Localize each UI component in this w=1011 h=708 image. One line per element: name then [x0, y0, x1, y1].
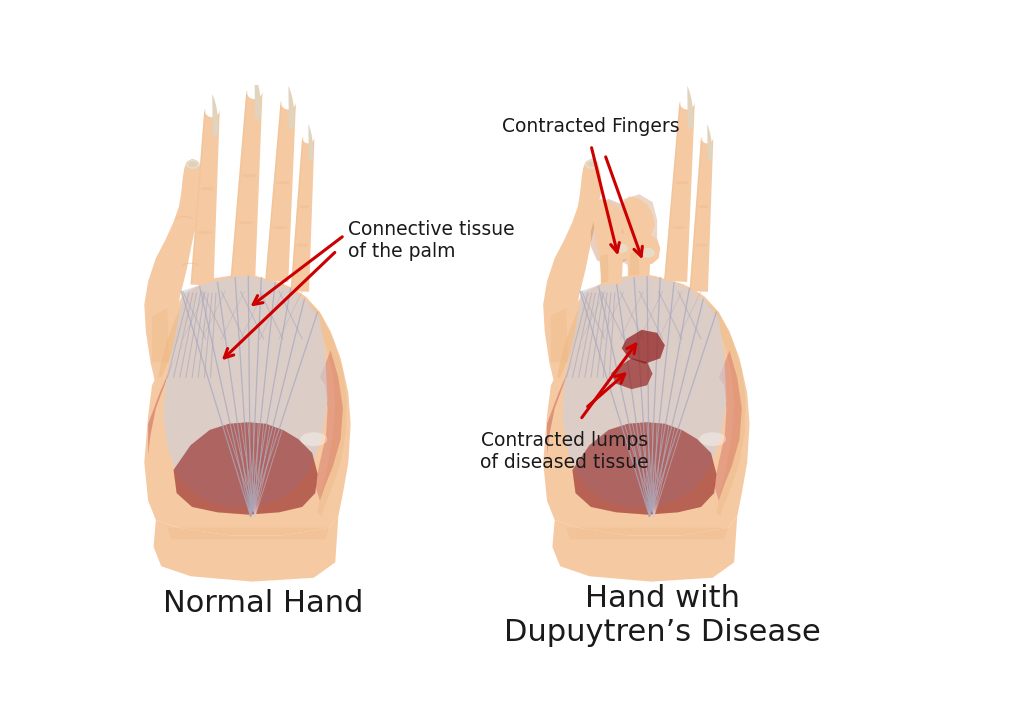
Polygon shape: [690, 137, 703, 291]
Polygon shape: [158, 285, 202, 377]
Ellipse shape: [242, 174, 257, 177]
Text: Contracted Fingers: Contracted Fingers: [502, 118, 679, 137]
Polygon shape: [622, 330, 665, 364]
Polygon shape: [714, 350, 742, 501]
Polygon shape: [552, 516, 737, 581]
Text: Contracted lumps
of diseased tissue: Contracted lumps of diseased tissue: [480, 431, 649, 472]
Ellipse shape: [643, 249, 653, 256]
Polygon shape: [174, 422, 317, 515]
Polygon shape: [572, 422, 717, 515]
Polygon shape: [306, 301, 347, 516]
Polygon shape: [622, 330, 665, 364]
Polygon shape: [622, 197, 651, 278]
Ellipse shape: [586, 161, 598, 168]
Polygon shape: [288, 86, 294, 130]
Ellipse shape: [699, 432, 726, 446]
Ellipse shape: [587, 161, 596, 167]
Polygon shape: [231, 91, 248, 278]
Ellipse shape: [276, 181, 290, 184]
Polygon shape: [255, 74, 261, 120]
Text: Hand with
Dupuytren’s Disease: Hand with Dupuytren’s Disease: [504, 584, 821, 646]
Ellipse shape: [201, 187, 214, 190]
Ellipse shape: [300, 432, 328, 446]
Text: Normal Hand: Normal Hand: [164, 589, 364, 618]
Polygon shape: [288, 86, 294, 130]
Polygon shape: [149, 339, 187, 455]
Ellipse shape: [299, 205, 310, 208]
Polygon shape: [145, 159, 203, 385]
Polygon shape: [154, 516, 339, 581]
Polygon shape: [617, 194, 657, 268]
Polygon shape: [566, 527, 728, 539]
Ellipse shape: [186, 159, 200, 169]
Polygon shape: [630, 251, 639, 276]
Polygon shape: [690, 137, 714, 292]
Polygon shape: [543, 273, 749, 535]
Ellipse shape: [617, 245, 627, 251]
Ellipse shape: [696, 244, 707, 246]
Polygon shape: [664, 101, 695, 282]
Polygon shape: [152, 308, 169, 362]
Ellipse shape: [698, 205, 709, 208]
Polygon shape: [212, 94, 218, 137]
Polygon shape: [315, 350, 343, 501]
Ellipse shape: [641, 248, 655, 258]
Ellipse shape: [187, 161, 198, 168]
Polygon shape: [611, 358, 652, 389]
Polygon shape: [190, 109, 206, 285]
Polygon shape: [687, 86, 694, 130]
Polygon shape: [664, 101, 681, 280]
Polygon shape: [164, 276, 328, 507]
Polygon shape: [290, 137, 314, 292]
Polygon shape: [168, 527, 330, 539]
Ellipse shape: [239, 221, 254, 224]
Polygon shape: [622, 197, 655, 241]
Polygon shape: [308, 124, 313, 161]
Ellipse shape: [671, 226, 686, 229]
Polygon shape: [290, 137, 303, 291]
Polygon shape: [636, 235, 660, 263]
Polygon shape: [705, 301, 746, 516]
Polygon shape: [687, 86, 694, 130]
Ellipse shape: [675, 181, 688, 184]
Polygon shape: [212, 94, 218, 137]
Polygon shape: [190, 109, 219, 286]
Polygon shape: [557, 285, 601, 377]
Polygon shape: [708, 124, 712, 161]
Polygon shape: [572, 422, 717, 515]
Ellipse shape: [584, 159, 599, 169]
Polygon shape: [611, 358, 652, 389]
Ellipse shape: [296, 244, 308, 246]
Polygon shape: [611, 233, 632, 261]
Polygon shape: [255, 74, 261, 120]
Polygon shape: [265, 101, 296, 282]
Polygon shape: [174, 422, 317, 515]
Polygon shape: [708, 124, 712, 161]
Polygon shape: [551, 308, 568, 362]
Polygon shape: [265, 101, 282, 280]
Polygon shape: [231, 91, 263, 280]
Polygon shape: [145, 273, 351, 535]
Polygon shape: [562, 276, 727, 507]
Polygon shape: [593, 199, 623, 285]
Polygon shape: [601, 254, 609, 284]
Ellipse shape: [616, 244, 628, 253]
Polygon shape: [547, 339, 585, 455]
Ellipse shape: [273, 226, 287, 229]
Ellipse shape: [188, 161, 197, 167]
Polygon shape: [594, 199, 625, 239]
Ellipse shape: [198, 231, 212, 234]
Polygon shape: [543, 159, 602, 385]
Polygon shape: [590, 199, 632, 266]
Polygon shape: [308, 124, 313, 161]
Text: Connective tissue
of the palm: Connective tissue of the palm: [349, 219, 515, 261]
